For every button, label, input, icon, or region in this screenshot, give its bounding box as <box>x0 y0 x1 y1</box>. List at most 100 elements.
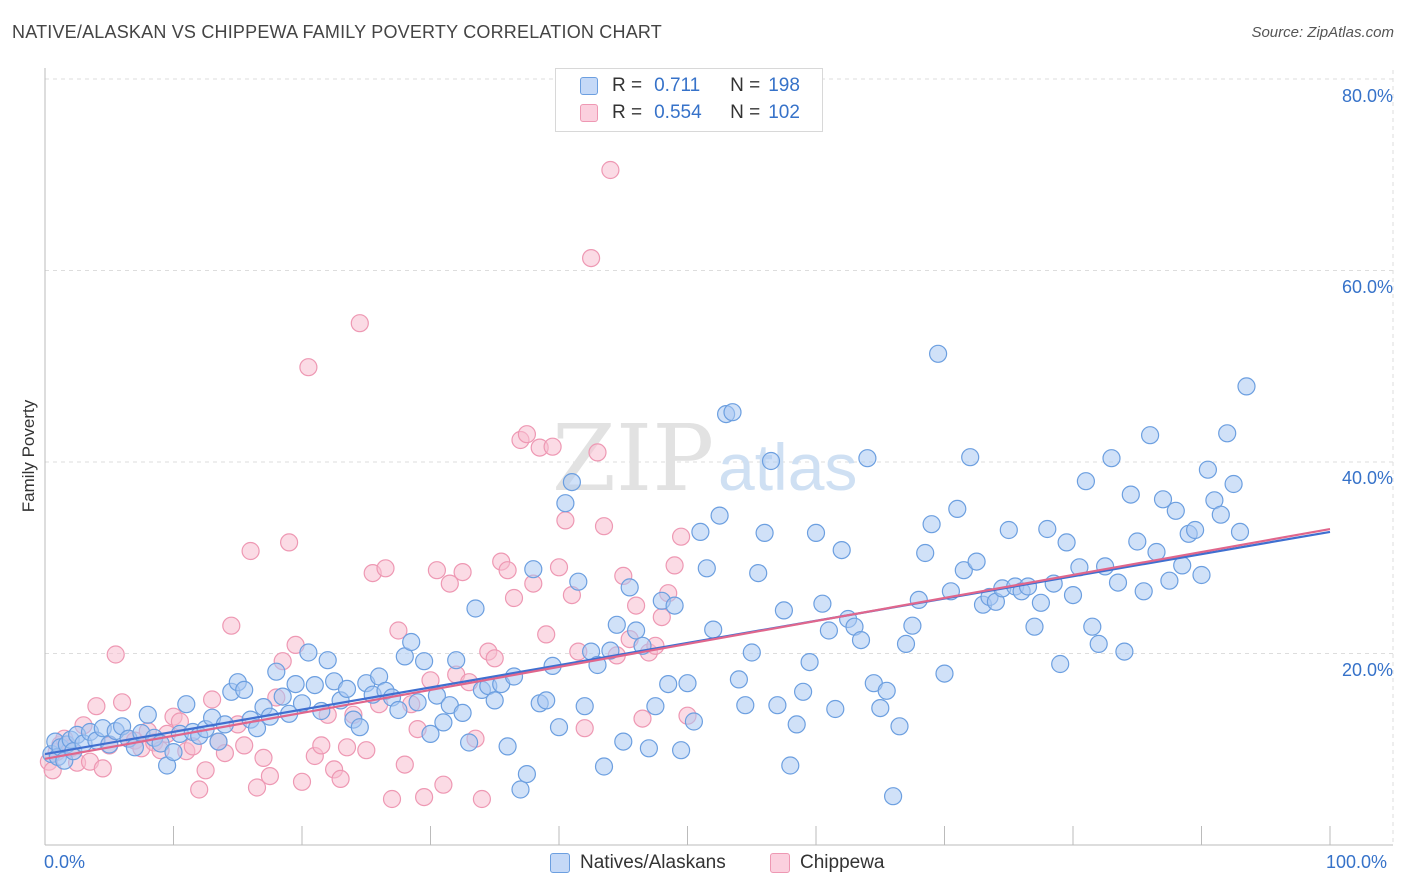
chippewa-point-81 <box>549 558 569 577</box>
natives-point-73 <box>485 691 504 710</box>
r-label: R = <box>612 102 643 123</box>
natives-point-136 <box>890 717 909 736</box>
chippewa-point-66 <box>453 562 472 582</box>
chippewa-point-69 <box>472 789 491 809</box>
natives-point-143 <box>935 664 954 683</box>
watermark-zip: ZIP <box>552 405 714 512</box>
natives-point-39 <box>267 662 286 681</box>
chippewa-point-100 <box>671 527 691 546</box>
legend-item-chippewa[interactable]: Chippewa <box>770 852 885 874</box>
natives-point-138 <box>903 616 922 635</box>
natives-point-97 <box>639 739 659 758</box>
natives-point-114 <box>749 563 768 583</box>
natives-point-95 <box>626 621 646 640</box>
chippewa-point-74 <box>504 588 524 608</box>
natives-point-106 <box>697 559 716 578</box>
stats-row-natives: R = 0.711 N = 198 <box>580 73 800 99</box>
natives-point-122 <box>800 652 819 672</box>
natives-point-145 <box>948 499 967 518</box>
n-value-natives: 198 <box>768 75 800 96</box>
natives-point-169 <box>1102 449 1121 468</box>
chippewa-point-64 <box>440 574 459 593</box>
natives-point-85 <box>562 473 582 492</box>
natives-point-52 <box>350 718 369 737</box>
natives-point-23 <box>164 742 183 762</box>
grid-layer <box>45 70 1394 845</box>
natives-point-58 <box>389 700 408 720</box>
natives-point-137 <box>896 634 916 654</box>
r-value-chippewa: 0.554 <box>654 102 702 123</box>
natives-point-60 <box>402 632 421 652</box>
chippewa-point-44 <box>312 736 331 755</box>
natives-point-101 <box>665 596 684 615</box>
legend-swatch-natives <box>550 853 570 873</box>
natives-point-140 <box>916 543 935 563</box>
y-axis-title: Family Poverty <box>19 399 38 513</box>
natives-point-104 <box>684 712 704 731</box>
chippewa-point-35 <box>254 748 273 768</box>
natives-point-110 <box>723 403 742 422</box>
natives-point-130 <box>851 630 871 650</box>
natives-point-186 <box>1211 505 1230 524</box>
natives-point-119 <box>781 756 800 775</box>
natives-point-166 <box>1083 617 1102 636</box>
natives-point-108 <box>710 506 729 525</box>
natives-point-94 <box>620 578 639 597</box>
r-value-natives: 0.711 <box>654 75 701 96</box>
natives-point-86 <box>569 572 588 591</box>
source-label: Source: ZipAtlas.com <box>1251 24 1394 41</box>
chippewa-point-76 <box>517 425 537 444</box>
natives-point-116 <box>761 451 781 471</box>
natives-point-84 <box>556 494 575 513</box>
chippewa-trend-line <box>44 527 1331 760</box>
r-label: R = <box>612 75 643 96</box>
watermark-atlas: atlas <box>718 430 857 504</box>
natives-point-75 <box>498 737 517 756</box>
chippewa-point-39 <box>280 533 299 552</box>
chippewa-point-99 <box>665 556 684 575</box>
natives-point-79 <box>524 560 543 579</box>
chippewa-swatch <box>580 104 598 122</box>
y-tick-label-80: 80.0% <box>1341 86 1393 106</box>
natives-point-174 <box>1134 582 1153 601</box>
chippewa-point-54 <box>376 559 395 578</box>
chippewa-point-30 <box>222 616 241 635</box>
natives-point-177 <box>1153 490 1173 509</box>
natives-point-65 <box>434 713 453 732</box>
natives-point-77 <box>511 780 530 799</box>
chippewa-point-94 <box>633 709 652 728</box>
n-label: N = <box>730 102 761 123</box>
natives-point-40 <box>273 687 292 706</box>
natives-point-36 <box>247 719 267 738</box>
natives-point-172 <box>1121 485 1140 504</box>
natives-point-30 <box>209 732 228 751</box>
natives-point-158 <box>1031 593 1051 612</box>
x-tick-label-0: 0.0% <box>44 852 86 872</box>
chippewa-point-26 <box>196 761 215 780</box>
natives-point-167 <box>1089 634 1108 654</box>
chippewa-point-55 <box>382 789 402 809</box>
natives-point-93 <box>614 732 633 751</box>
x-tick-label-100: 100.0% <box>1326 852 1388 872</box>
chippewa-point-79 <box>537 625 556 644</box>
chippewa-point-60 <box>415 787 434 807</box>
natives-point-189 <box>1230 522 1250 542</box>
natives-point-133 <box>871 698 890 718</box>
natives-point-134 <box>877 681 896 700</box>
legend-item-natives[interactable]: Natives/Alaskans <box>550 852 726 874</box>
n-label: N = <box>730 75 761 96</box>
chippewa-point-41 <box>292 772 312 791</box>
stats-legend: R = 0.711 N = 198 R = 0.554 N = 102 <box>555 68 823 132</box>
chippewa-point-50 <box>350 314 369 333</box>
natives-point-182 <box>1185 520 1205 540</box>
natives-point-157 <box>1025 617 1044 636</box>
chippewa-point-33 <box>241 541 260 561</box>
natives-point-117 <box>768 696 787 715</box>
chippewa-point-12 <box>106 645 125 664</box>
natives-point-131 <box>858 449 877 468</box>
natives-point-47 <box>318 651 337 670</box>
chippewa-point-48 <box>337 738 357 757</box>
natives-point-103 <box>678 674 697 693</box>
y-tick-label-60: 60.0% <box>1341 277 1393 297</box>
